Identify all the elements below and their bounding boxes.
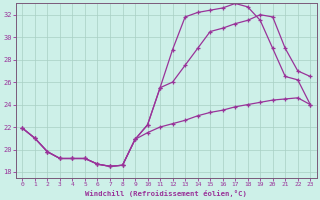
X-axis label: Windchill (Refroidissement éolien,°C): Windchill (Refroidissement éolien,°C)	[85, 190, 247, 197]
